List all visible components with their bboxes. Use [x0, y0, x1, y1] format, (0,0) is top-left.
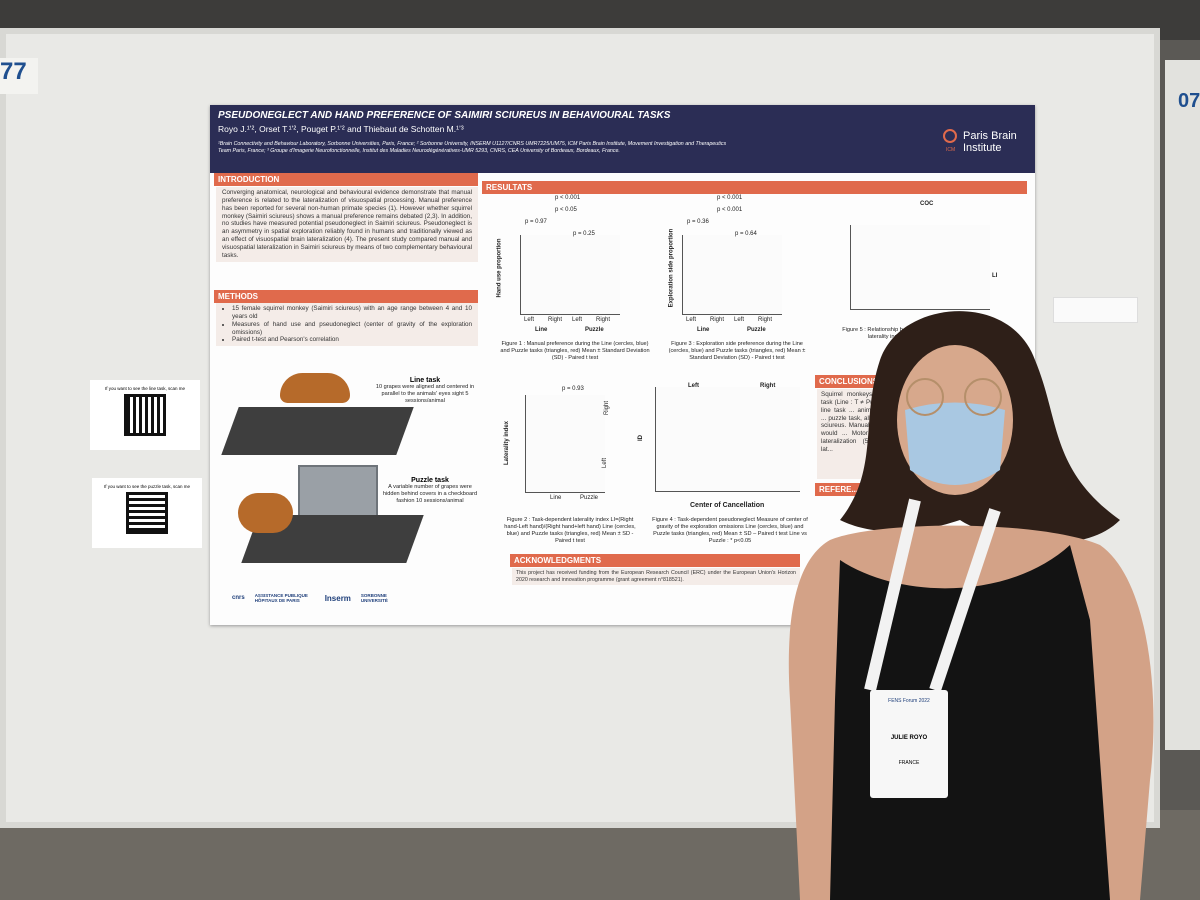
qr-code	[124, 394, 166, 436]
monkey-illustration	[238, 493, 293, 533]
x-tick-label: Left	[734, 317, 745, 323]
mask	[905, 402, 1005, 485]
methods-item: 15 female squirrel monkey (Saimiri sciur…	[232, 305, 472, 321]
board-number: 77	[0, 58, 38, 94]
p-value: p < 0.001	[717, 195, 743, 201]
figure-caption: Figure 4 : Task-dependent pseudoneglect …	[652, 517, 808, 544]
p-value: p < 0.001	[555, 195, 581, 201]
logo-icon	[943, 129, 957, 143]
y-axis-label: COC	[920, 201, 934, 207]
logo: Inserm	[324, 593, 351, 603]
x-tick-label: Left	[524, 317, 535, 323]
badge	[870, 690, 948, 798]
plot-area	[850, 225, 990, 310]
figure-caption: Figure 5 : Relationship b... and the lat…	[842, 327, 928, 340]
p-value: p = 0.25	[573, 231, 595, 237]
task-title: Line task	[409, 377, 441, 384]
section-heading: METHODS	[214, 290, 478, 303]
next-board	[1165, 60, 1200, 750]
authors: Royo J.¹ʼ², Orset T.¹ʼ², Pouget P.¹ʼ² an…	[218, 124, 464, 134]
badge-country: FRANCE	[898, 760, 920, 766]
methods-list: 15 female squirrel monkey (Saimiri sciur…	[216, 303, 478, 347]
logo: ASSISTANCE PUBLIQUE HÔPITAUX DE PARIS	[254, 593, 308, 603]
puzzle-task: Puzzle task A variable number of grapes …	[380, 477, 480, 505]
group-label: Puzzle	[747, 327, 766, 333]
figure-caption: Figure 2 : Task-dependent laterality ind…	[504, 517, 636, 544]
p-value: p = 0.64	[735, 231, 757, 237]
x-tick-label: Line	[550, 495, 562, 501]
x-axis-label: Center of Cancellation	[690, 502, 765, 509]
section-heading: ACKNOWLEDGMENTS	[510, 554, 800, 567]
glasses	[906, 378, 944, 416]
badge-name: JULIE ROYO	[890, 735, 928, 741]
p-value: p < 0.001	[717, 207, 743, 213]
p-value: p < 0.05	[555, 207, 577, 213]
plot-area	[655, 387, 800, 492]
x-tick-label: Right	[548, 317, 563, 323]
task-text: 10 grapes were aligned and centered in p…	[375, 384, 475, 404]
p-value: p = 0.93	[562, 386, 584, 392]
plot-area	[520, 235, 620, 315]
top	[830, 545, 1110, 900]
line-task: Line task 10 grapes were aligned and cen…	[375, 377, 475, 405]
institute-logo: Paris Brain Institute	[963, 130, 1017, 155]
section-heading: INTRODUCTION	[214, 173, 478, 186]
x-tick-label: Right	[596, 317, 611, 323]
task-text: A variable number of grapes were hidden …	[382, 484, 478, 504]
glasses	[964, 378, 1002, 416]
qr-card: If you want to see the puzzle task, scan…	[92, 478, 202, 548]
logo-row: cnrs ASSISTANCE PUBLIQUE HÔPITAUX DE PAR…	[232, 593, 482, 603]
qr-code	[126, 492, 168, 534]
qr-note: If you want to see the line task, scan m…	[104, 386, 186, 391]
board-number: 07	[1178, 90, 1200, 112]
logo: SORBONNE UNIVERSITÉ	[360, 593, 388, 603]
methods-item: Paired t-test and Pearson's correlation	[232, 336, 472, 344]
section-heading: RESULTATS	[482, 181, 1027, 194]
x-axis-label: LI	[992, 273, 998, 279]
x-tick-label: Left	[572, 317, 583, 323]
p-value: p = 0.36	[687, 219, 709, 225]
plot-area	[682, 235, 782, 315]
x-tick-label: Left	[686, 317, 697, 323]
figure-caption: Figure 3 : Exploration side preference d…	[668, 341, 806, 361]
p-value: p = 0.97	[525, 219, 547, 225]
title-bar: PSEUDONEGLECT AND HAND PREFERENCE OF SAI…	[210, 105, 1035, 173]
affiliations: ¹Brain Connectivity and Behaviour Labora…	[218, 141, 727, 154]
introduction-text: Converging anatomical, neurological and …	[216, 187, 478, 262]
group-label: Line	[535, 327, 548, 333]
monkey-illustration	[280, 373, 350, 403]
plot-area	[525, 395, 605, 493]
x-tick-label: Puzzle	[580, 495, 599, 501]
lanyard	[864, 498, 1001, 692]
poster-title: PSEUDONEGLECT AND HAND PREFERENCE OF SAI…	[218, 110, 671, 121]
side-label: Left	[688, 383, 699, 389]
side-label: Right	[760, 383, 776, 389]
logo: cnrs	[232, 595, 245, 601]
group-label: Line	[697, 327, 710, 333]
qr-note: If you want to see the puzzle task, scan…	[103, 484, 191, 489]
badge-event: FENS Forum 2022	[888, 698, 930, 704]
figure-caption: Figure 1 : Manual preference during the …	[500, 341, 650, 361]
acknowledgments-text: This project has received funding from t…	[512, 568, 800, 586]
logo-abbr: ICM	[946, 147, 956, 153]
group-label: Puzzle	[585, 327, 604, 333]
note	[1053, 297, 1138, 323]
qr-card: If you want to see the line task, scan m…	[90, 380, 200, 450]
task-title: Puzzle task	[411, 477, 449, 484]
methods-item: Measures of hand use and pseudoneglect (…	[232, 321, 472, 337]
x-tick-label: Right	[758, 317, 773, 323]
x-tick-label: Right	[710, 317, 725, 323]
